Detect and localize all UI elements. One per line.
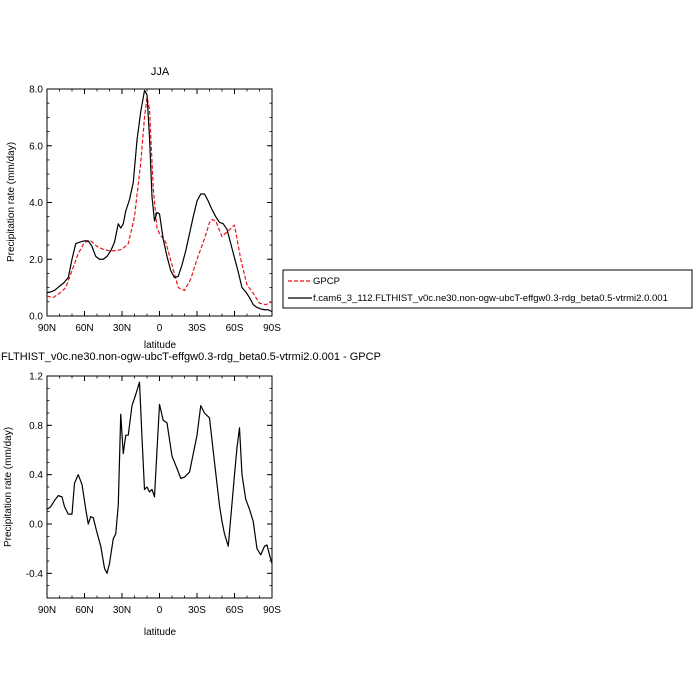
panel-2: f.cam6_3_112.FLTHIST_v0c.ne30.non-ogw-ub… [0, 351, 381, 638]
panel-1-series [46, 89, 273, 313]
legend-label-model: f.cam6_3_112.FLTHIST_v0c.ne30.non-ogw-ub… [313, 293, 668, 304]
panel-2-x-tick-label: 60S [226, 605, 244, 616]
panel-2-title: f.cam6_3_112.FLTHIST_v0c.ne30.non-ogw-ub… [0, 351, 381, 363]
panel-1-x-tick-label: 30N [113, 323, 131, 334]
panel-1-y-tick-label: 4.0 [29, 198, 43, 209]
panel-2-ticks [46, 375, 273, 599]
panel-1-ticks [46, 88, 273, 317]
panel-2-x-tick-label: 30S [188, 605, 206, 616]
panel-1-y-tick-label: 0.0 [29, 312, 43, 323]
panel-2-y-tick-label: 0.8 [29, 421, 43, 432]
panel-1-series-line-model [46, 89, 273, 313]
panel-2-x-axis-title: latitude [144, 627, 177, 638]
panel-1-x-tick-label: 0 [157, 323, 163, 334]
panel-1-x-tick-label: 90N [38, 323, 56, 334]
panel-1-x-axis-title: latitude [144, 340, 177, 351]
panel-1-series-line-gpcp [46, 96, 273, 306]
panel-2-x-tick-labels: 90N 60N 30N 0 30S 60S 90S [38, 605, 281, 616]
panel-1-y-tick-label: 2.0 [29, 255, 43, 266]
panel-2-y-tick-label: 0.4 [29, 470, 43, 481]
panel-2-x-tick-label: 0 [157, 605, 163, 616]
panel-1-y-tick-label: 8.0 [29, 85, 43, 96]
panel-2-series-line-difference [46, 381, 273, 574]
panel-1-plot-frame [46, 88, 273, 317]
panel-2-series [46, 381, 273, 574]
panel-2-y-axis-title: Precipitation rate (mm/day) [3, 427, 14, 547]
panel-2-y-tick-labels: -0.4 0.0 0.4 0.8 1.2 [26, 372, 44, 580]
panel-2-y-tick-label: 0.0 [29, 520, 43, 531]
panel-1: JJA 0.02.04.06.08.0 90N 60N 30N 0 30S 60S 90S … [6, 66, 281, 351]
legend-label-gpcp: GPCP [313, 276, 340, 287]
panel-2-x-tick-label: 90N [38, 605, 56, 616]
panel-2-x-tick-label: 30N [113, 605, 131, 616]
panel-1-y-axis-title: Precipitation rate (mm/day) [6, 142, 17, 262]
panel-2-y-tick-label: -0.4 [26, 569, 44, 580]
legend-box [282, 269, 693, 309]
panel-1-x-tick-label: 90S [263, 323, 281, 334]
panel-1-x-tick-label: 30S [188, 323, 206, 334]
panel-1-x-tick-label: 60N [75, 323, 93, 334]
panel-1-title: JJA [151, 66, 170, 78]
panel-2-y-tick-label: 1.2 [29, 372, 43, 383]
panel-2-x-tick-label: 90S [263, 605, 281, 616]
panel-2-x-tick-label: 60N [75, 605, 93, 616]
panel-1-x-tick-labels: 90N 60N 30N 0 30S 60S 90S [38, 323, 281, 334]
legend: GPCP f.cam6_3_112.FLTHIST_v0c.ne30.non-o… [282, 269, 693, 309]
panel-1-y-tick-labels: 0.0 2.0 4.0 6.0 8.0 [29, 85, 43, 323]
panel-1-x-tick-label: 60S [226, 323, 244, 334]
panel-1-y-tick-label: 6.0 [29, 141, 43, 152]
